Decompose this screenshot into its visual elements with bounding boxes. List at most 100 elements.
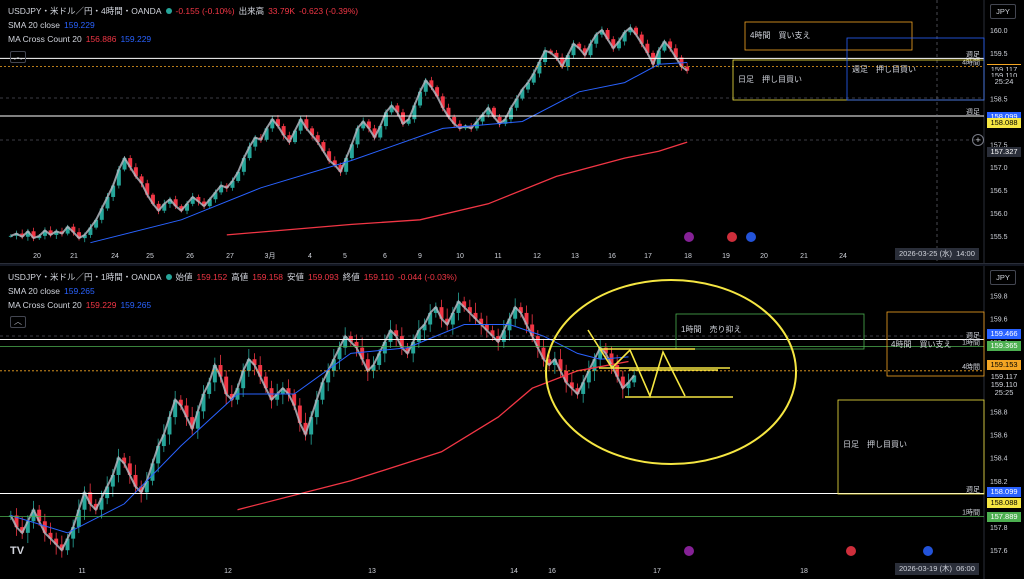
price-axis-label: 158.099 — [987, 111, 1021, 122]
candle — [275, 393, 280, 400]
symbol-title-4h[interactable]: USDJPY・米ドル／円・4時間・OANDA — [8, 6, 162, 16]
candle — [405, 347, 410, 354]
candle — [679, 57, 684, 67]
candle — [167, 417, 172, 435]
candle — [65, 226, 70, 234]
candle — [645, 43, 650, 53]
sma-label-4h[interactable]: SMA 20 close — [8, 20, 60, 30]
candle — [394, 330, 399, 337]
price-axis-label: 159.117 — [987, 371, 1021, 382]
candle — [25, 231, 30, 237]
candle — [20, 527, 25, 533]
candle — [139, 486, 144, 493]
candle — [281, 126, 286, 136]
candle — [99, 498, 104, 510]
level-label: 週足 — [966, 484, 980, 493]
candle — [565, 55, 570, 67]
candle — [560, 57, 565, 67]
candle — [445, 318, 450, 325]
ma-label-4h[interactable]: MA Cross Count 20 — [8, 34, 82, 44]
candle — [422, 324, 427, 331]
candle — [184, 405, 189, 418]
candle — [293, 130, 297, 143]
y-tick-label: 158.2 — [990, 479, 1008, 486]
level-label: 1時間 — [962, 509, 980, 517]
symbol-title-1h[interactable]: USDJPY・米ドル／円・1時間・OANDA — [8, 272, 162, 282]
jp-flag-icon — [727, 232, 737, 242]
chart-panel-1h[interactable]: 157.6157.8158.0158.2158.4158.6158.8159.0… — [0, 266, 1024, 579]
level-label: 週足 — [966, 49, 980, 58]
candle — [150, 463, 155, 481]
currency-button-1h[interactable]: JPY — [990, 270, 1016, 285]
candle — [304, 119, 309, 129]
candle — [548, 50, 553, 53]
x-tick-label: 19 — [722, 253, 730, 260]
chart-1h-canvas[interactable]: 157.6157.8158.0158.2158.4158.6158.8159.0… — [0, 266, 1024, 579]
candle — [139, 176, 144, 184]
candle — [310, 128, 315, 136]
level-label: 1時間 — [962, 339, 980, 347]
price-axis-label: 159.117 — [987, 65, 1021, 76]
candle — [275, 119, 280, 127]
candle — [547, 359, 552, 366]
candle — [349, 144, 354, 159]
candle — [179, 206, 184, 211]
candle — [202, 201, 207, 207]
collapse-legend-button-4h[interactable]: ︿ — [10, 51, 26, 63]
candle — [586, 370, 591, 383]
y-tick-label: 157.6 — [990, 548, 1008, 555]
candle — [344, 158, 349, 172]
candle — [395, 105, 400, 113]
candle — [598, 347, 603, 360]
candle — [314, 399, 319, 418]
candle — [167, 199, 172, 204]
x-tick-label: 26 — [186, 253, 194, 260]
candle — [473, 312, 478, 319]
candle — [582, 48, 587, 56]
candle — [599, 30, 604, 35]
sma-label-1h[interactable]: SMA 20 close — [8, 286, 60, 296]
plus-icon[interactable]: + — [972, 134, 984, 146]
candle — [133, 167, 138, 177]
candle — [416, 330, 421, 342]
candle — [501, 330, 506, 342]
x-tick-label: 20 — [760, 253, 768, 260]
chart-4h-canvas[interactable]: 155.5156.0156.5157.0157.5158.0158.5159.0… — [0, 0, 1024, 264]
candle — [656, 50, 661, 65]
candle — [42, 230, 47, 236]
candle — [518, 307, 523, 313]
h4-support-box-1h-label: 4時間 買い支え — [891, 339, 951, 349]
candle — [354, 341, 359, 348]
candle — [20, 233, 25, 237]
candle — [372, 128, 377, 138]
candle — [378, 126, 383, 138]
candle — [632, 375, 637, 383]
candle — [110, 474, 115, 487]
candle — [355, 128, 360, 145]
x-tick-label: 10 — [456, 253, 464, 260]
price-axis-label: 159.153 — [987, 360, 1021, 371]
candle — [286, 388, 291, 394]
x-tick-label: 14 — [510, 568, 518, 575]
ma-cross-zigzag-line — [10, 26, 688, 240]
candle — [31, 231, 36, 239]
price-axis-label: 158.088 — [987, 497, 1021, 508]
candle — [8, 235, 13, 237]
y-tick-label: 157.0 — [990, 165, 1008, 172]
open-label: 始値 — [175, 272, 193, 282]
y-tick-label: 159.5 — [990, 51, 1008, 58]
candle — [207, 199, 212, 207]
candle — [503, 119, 508, 124]
y-tick-label: 158.5 — [990, 97, 1008, 104]
ma-label-1h[interactable]: MA Cross Count 20 — [8, 300, 82, 310]
currency-button-4h[interactable]: JPY — [990, 4, 1016, 19]
price-axis-label: 158.099 — [987, 487, 1021, 498]
volume-value: 33.79K — [268, 6, 296, 16]
jp-flag-icon-1h — [846, 546, 856, 556]
level-label: 週足 — [966, 107, 980, 116]
collapse-legend-button-1h[interactable]: ︿ — [10, 316, 26, 328]
chart-panel-4h[interactable]: 155.5156.0156.5157.0157.5158.0158.5159.0… — [0, 0, 1024, 264]
candle — [428, 312, 433, 325]
candle — [280, 388, 285, 394]
sma-value-1h: 159.265 — [63, 286, 95, 296]
